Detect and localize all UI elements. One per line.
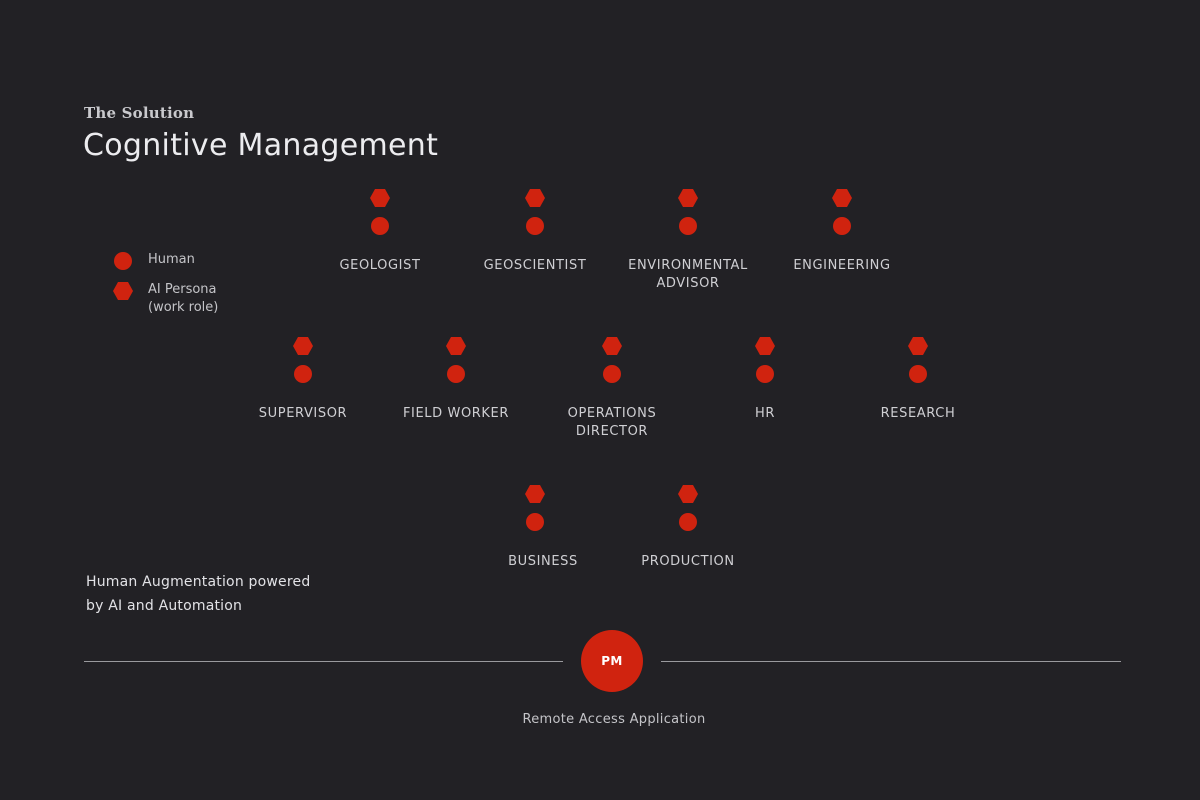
human-circle-icon: [679, 217, 697, 235]
role-label: SUPERVISOR: [258, 406, 348, 421]
legend-ai-persona: AI Persona (work role): [113, 281, 258, 317]
ai-persona-hexagon-icon: [525, 485, 545, 503]
eyebrow-label: The Solution: [84, 104, 195, 122]
human-circle-icon: [526, 513, 544, 531]
role-business: BUSINESS: [463, 485, 623, 571]
page-title: Cognitive Management: [83, 128, 439, 163]
ai-persona-hexagon-icon: [293, 337, 313, 355]
role-engineering: ENGINEERING: [762, 189, 922, 275]
role-field-worker: FIELD WORKER: [376, 337, 536, 423]
ai-persona-hexagon-icon: [370, 189, 390, 207]
role-hr: HR: [685, 337, 845, 423]
ai-persona-hexagon-icon: [113, 282, 133, 300]
legend-ai-persona-label: AI Persona (work role): [148, 282, 219, 315]
role-label: ENGINEERING: [793, 258, 891, 273]
ai-persona-hexagon-icon: [446, 337, 466, 355]
ai-persona-hexagon-icon: [678, 189, 698, 207]
hub-caption: Remote Access Application: [522, 712, 706, 727]
role-production: PRODUCTION: [608, 485, 768, 571]
role-label: HR: [754, 406, 775, 421]
human-circle-icon: [756, 365, 774, 383]
human-circle-icon: [294, 365, 312, 383]
ai-persona-hexagon-icon: [525, 189, 545, 207]
role-label: BUSINESS: [508, 554, 578, 569]
role-geoscientist: GEOSCIENTIST: [455, 189, 615, 275]
ai-persona-hexagon-icon: [755, 337, 775, 355]
legend-human: Human: [113, 251, 258, 271]
role-label: GEOLOGIST: [339, 258, 421, 273]
human-circle-icon: [603, 365, 621, 383]
ai-persona-hexagon-icon: [832, 189, 852, 207]
connector-line-right: [661, 661, 1121, 662]
role-supervisor: SUPERVISOR: [223, 337, 383, 423]
human-circle-icon: [526, 217, 544, 235]
ai-persona-hexagon-icon: [908, 337, 928, 355]
human-circle-icon: [447, 365, 465, 383]
human-circle-icon: [679, 513, 697, 531]
connector-line-left: [84, 661, 563, 662]
human-circle-icon: [371, 217, 389, 235]
augmentation-caption: Human Augmentation powered by AI and Aut…: [86, 574, 311, 614]
legend-human-label: Human: [148, 252, 195, 267]
role-operations-director: OPERATIONS DIRECTOR: [532, 337, 692, 441]
role-research: RESEARCH: [838, 337, 998, 423]
role-label: OPERATIONS DIRECTOR: [567, 406, 657, 439]
ai-persona-hexagon-icon: [678, 485, 698, 503]
role-label: ENVIRONMENTAL ADVISOR: [628, 258, 748, 291]
pm-hub-node: PM: [581, 630, 643, 692]
ai-persona-hexagon-icon: [602, 337, 622, 355]
role-label: RESEARCH: [880, 406, 956, 421]
human-circle-icon: [114, 252, 132, 270]
role-environmental-advisor: ENVIRONMENTAL ADVISOR: [608, 189, 768, 293]
role-geologist: GEOLOGIST: [300, 189, 460, 275]
human-circle-icon: [833, 217, 851, 235]
human-circle-icon: [909, 365, 927, 383]
role-label: PRODUCTION: [641, 554, 735, 569]
role-label: GEOSCIENTIST: [483, 258, 587, 273]
role-label: FIELD WORKER: [402, 406, 509, 421]
